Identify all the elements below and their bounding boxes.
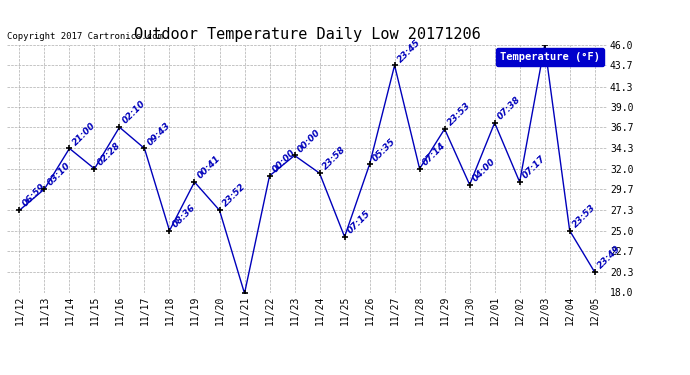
Text: 07:17: 07:17 [521,154,548,181]
Text: 08:36: 08:36 [171,202,197,229]
Text: 23:53: 23:53 [446,101,473,128]
Legend: Temperature (°F): Temperature (°F) [495,48,604,66]
Text: 00:00: 00:00 [296,128,322,154]
Text: 06:59: 06:59 [21,182,48,209]
Text: 00:00: 00:00 [271,148,297,174]
Title: Outdoor Temperature Daily Low 20171206: Outdoor Temperature Daily Low 20171206 [134,27,480,42]
Text: 23:45: 23:45 [396,38,422,64]
Text: 02:28: 02:28 [96,141,122,167]
Text: 23:49: 23:49 [596,244,622,271]
Text: 09:43: 09:43 [146,120,172,147]
Text: 04:00: 04:00 [471,157,497,183]
Text: 23:52: 23:52 [221,182,248,209]
Text: 00:41: 00:41 [196,154,222,181]
Text: 07:15: 07:15 [346,209,373,236]
Text: 21:00: 21:00 [71,120,97,147]
Text: 07:38: 07:38 [496,95,522,122]
Text: 23:58: 23:58 [321,145,348,172]
Text: 05:35: 05:35 [371,136,397,163]
Text: Copyright 2017 Cartronics.com: Copyright 2017 Cartronics.com [7,32,163,41]
Text: 07:21: 07:21 [0,374,1,375]
Text: 07:14: 07:14 [421,141,448,167]
Text: 23:53: 23:53 [571,202,598,229]
Text: 02:10: 02:10 [121,99,148,126]
Text: 03:10: 03:10 [46,161,72,188]
